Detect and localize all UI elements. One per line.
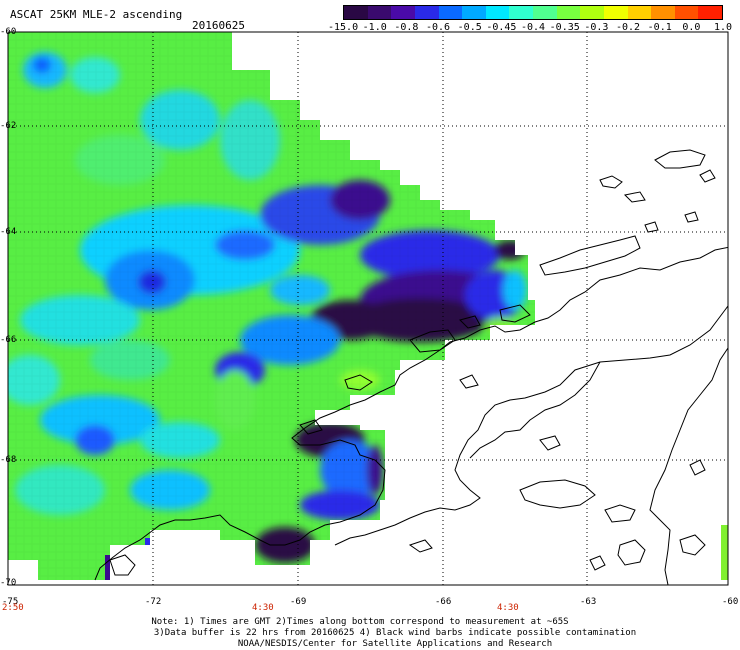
colorbar-segment (580, 6, 604, 19)
colorbar-segment (485, 6, 510, 19)
lat-label: -60 (0, 27, 17, 37)
colorbar-segment (698, 6, 722, 19)
map-title: ASCAT 25KM MLE-2 ascending (10, 8, 183, 21)
colorbar-tick-label: -0.6 (426, 22, 451, 33)
lon-label: -69 (290, 597, 307, 607)
colorbar-tick-label: -0.8 (394, 22, 419, 33)
colorbar-segment (603, 6, 628, 19)
colorbar-tick-label: -15.0 (328, 22, 359, 33)
colorbar-segment (509, 6, 533, 19)
colorbar-tick-label: -0.45 (486, 22, 517, 33)
colorbar-segment (651, 6, 675, 19)
colorbar-tick-label: -0.1 (647, 22, 672, 33)
note-line-3: NOAA/NESDIS/Center for Satellite Applica… (237, 639, 553, 649)
colorbar-segment (462, 6, 486, 19)
colorbar-labels: -15.0 -1.0 -0.8 -0.6 -0.5 -0.45 -0.4 -0.35 -0.3-… (328, 22, 733, 34)
colorbar-segment (556, 6, 581, 19)
lon-label: -63 (580, 597, 597, 607)
time-label: 4:30 (252, 603, 274, 613)
colorbar (343, 5, 723, 20)
lon-label: -66 (435, 597, 452, 607)
colorbar-tick-label: -0.35 (549, 22, 580, 33)
colorbar-segment (367, 6, 392, 19)
lat-label: -64 (0, 227, 17, 237)
note-line-1: Note: 1) Times are GMT 2)Times along bot… (151, 617, 569, 627)
lat-label: -68 (0, 455, 17, 465)
lon-label: -60 (722, 597, 739, 607)
colorbar-tick-label: -0.3 (584, 22, 609, 33)
colorbar-tick-label: -0.2 (616, 22, 641, 33)
lat-label: -66 (0, 335, 17, 345)
plot-frame (7, 31, 729, 586)
colorbar-legend: -15.0 -1.0 -0.8 -0.6 -0.5 -0.45 -0.4 -0.35 -0.3-… (328, 5, 740, 34)
lat-label: -62 (0, 121, 17, 131)
time-label: 4:30 (497, 603, 519, 613)
edge-data-patch (721, 525, 728, 580)
colorbar-segment (438, 6, 463, 19)
colorbar-segment (391, 6, 415, 19)
colorbar-tick-label: -0.4 (521, 22, 546, 33)
colorbar-segment (627, 6, 652, 19)
colorbar-tick-label: 0.0 (682, 22, 701, 33)
colorbar-segment (414, 6, 439, 19)
colorbar-tick-label: -1.0 (362, 22, 387, 33)
lat-label: -70 (0, 578, 17, 588)
graticule (8, 32, 728, 585)
colorbar-segment (533, 6, 557, 19)
time-label: 2:50 (2, 603, 24, 613)
lon-label: -72 (145, 597, 162, 607)
note-line-2: 3)Data buffer is 22 hrs from 20160625 4)… (153, 628, 637, 638)
colorbar-tick-label: -0.5 (457, 22, 482, 33)
lon-label: -75 (2, 597, 19, 607)
colorbar-segment (344, 6, 368, 19)
colorbar-tick-label: 1.0 (714, 22, 733, 33)
map-date: 20160625 (192, 19, 245, 32)
colorbar-segment (674, 6, 699, 19)
